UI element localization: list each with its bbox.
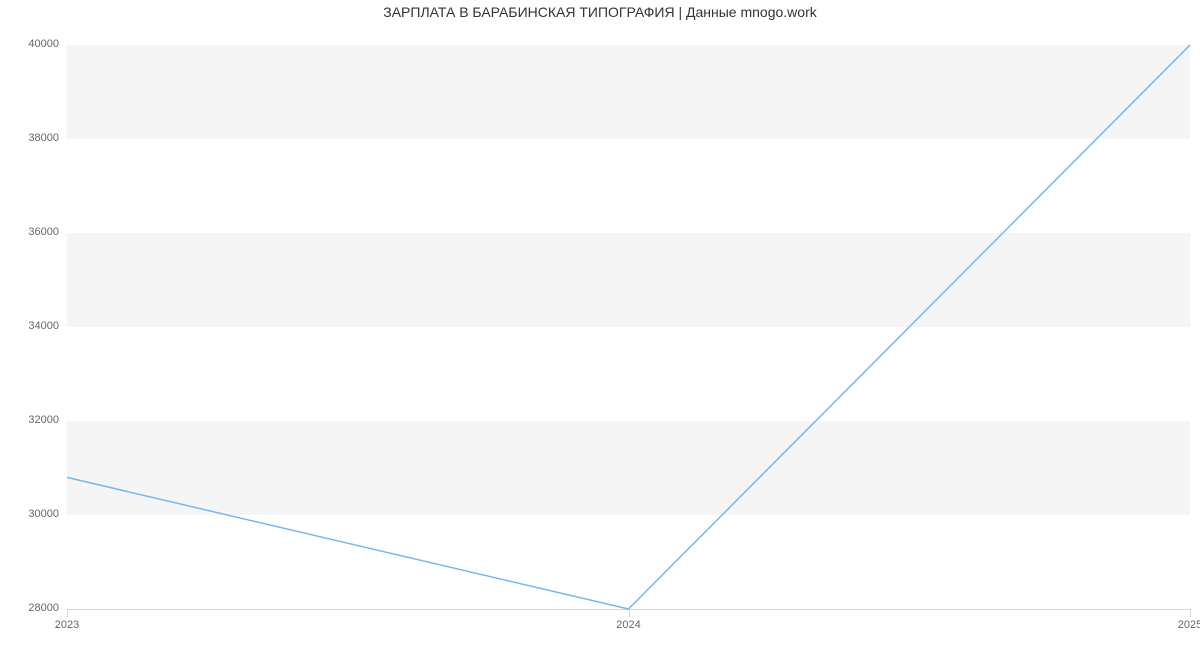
y-tick-label: 32000 bbox=[17, 414, 59, 426]
x-tick-mark bbox=[67, 609, 68, 617]
x-tick-label: 2024 bbox=[599, 619, 659, 631]
x-tick-mark bbox=[629, 609, 630, 617]
y-tick-label: 28000 bbox=[17, 602, 59, 614]
x-tick-label: 2023 bbox=[37, 619, 97, 631]
y-tick-label: 36000 bbox=[17, 226, 59, 238]
chart-plot-area bbox=[67, 45, 1190, 609]
x-tick-label: 2025 bbox=[1160, 619, 1200, 631]
y-tick-label: 30000 bbox=[17, 508, 59, 520]
chart-line-svg bbox=[67, 45, 1190, 609]
y-tick-label: 34000 bbox=[17, 320, 59, 332]
chart-title: ЗАРПЛАТА В БАРАБИНСКАЯ ТИПОГРАФИЯ | Данн… bbox=[0, 4, 1200, 20]
y-tick-label: 38000 bbox=[17, 132, 59, 144]
chart-series-line bbox=[67, 45, 1190, 609]
x-tick-mark bbox=[1190, 609, 1191, 617]
y-tick-label: 40000 bbox=[17, 38, 59, 50]
